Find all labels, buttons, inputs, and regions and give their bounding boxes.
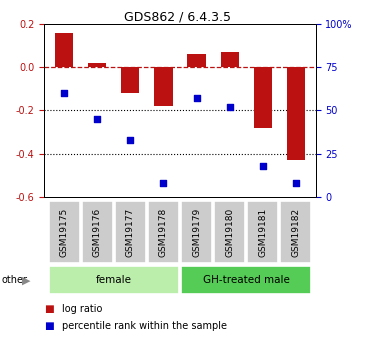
Text: ■: ■: [44, 321, 54, 331]
Point: [61, 90, 67, 96]
Text: GDS862 / 6.4.3.5: GDS862 / 6.4.3.5: [124, 10, 231, 23]
Text: ■: ■: [44, 304, 54, 314]
Point: [161, 180, 167, 186]
Bar: [154, 67, 172, 106]
FancyBboxPatch shape: [247, 201, 278, 263]
Bar: [187, 55, 206, 67]
Text: female: female: [96, 275, 132, 285]
Text: ▶: ▶: [22, 276, 31, 285]
Text: GSM19178: GSM19178: [159, 208, 168, 257]
Text: GSM19175: GSM19175: [60, 208, 69, 257]
Point: [127, 137, 134, 142]
FancyBboxPatch shape: [148, 201, 179, 263]
Bar: [121, 67, 139, 93]
Bar: [221, 52, 239, 67]
Text: GSM19181: GSM19181: [258, 208, 267, 257]
Text: GSM19177: GSM19177: [126, 208, 135, 257]
FancyBboxPatch shape: [214, 201, 245, 263]
Text: GH-treated male: GH-treated male: [203, 275, 290, 285]
Bar: [287, 67, 305, 160]
FancyBboxPatch shape: [82, 201, 113, 263]
Text: log ratio: log ratio: [62, 304, 102, 314]
Bar: [88, 63, 106, 67]
Point: [193, 96, 199, 101]
Point: [259, 163, 266, 168]
Text: GSM19180: GSM19180: [225, 208, 234, 257]
FancyBboxPatch shape: [280, 201, 311, 263]
Text: GSM19176: GSM19176: [93, 208, 102, 257]
Text: other: other: [2, 276, 28, 285]
Bar: [55, 33, 73, 67]
FancyBboxPatch shape: [181, 201, 212, 263]
Text: GSM19179: GSM19179: [192, 208, 201, 257]
Point: [94, 116, 100, 122]
Point: [293, 180, 299, 186]
FancyBboxPatch shape: [115, 201, 146, 263]
Text: GSM19182: GSM19182: [291, 208, 300, 257]
FancyBboxPatch shape: [49, 266, 179, 294]
FancyBboxPatch shape: [181, 266, 311, 294]
Point: [226, 104, 233, 110]
Bar: [254, 67, 272, 128]
FancyBboxPatch shape: [49, 201, 80, 263]
Text: percentile rank within the sample: percentile rank within the sample: [62, 321, 227, 331]
